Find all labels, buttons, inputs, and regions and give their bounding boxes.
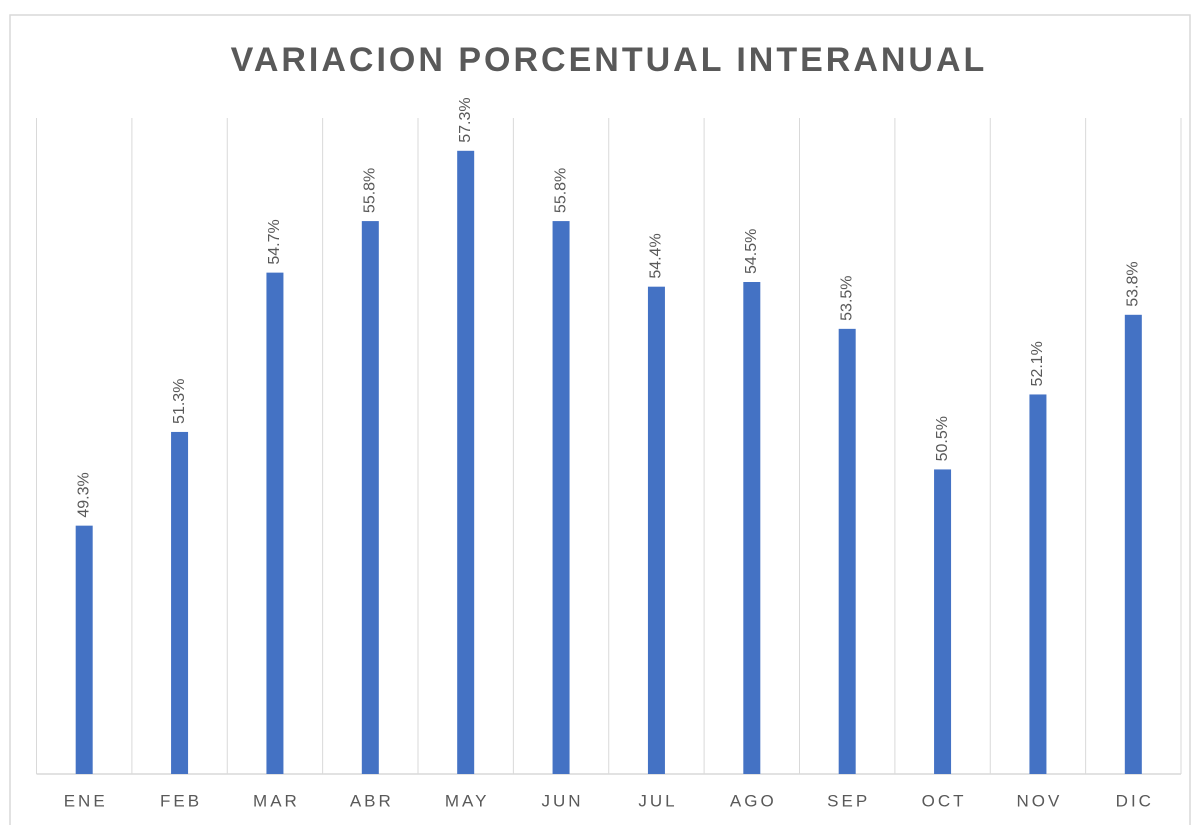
bar (457, 150, 475, 775)
value-label: 49.3% (75, 472, 92, 517)
value-label: 54.7% (266, 219, 283, 264)
bar (838, 328, 856, 774)
x-tick-label: NOV (1017, 791, 1063, 810)
x-tick-label: DIC (1116, 791, 1154, 810)
x-tick-label: MAY (445, 791, 490, 810)
x-tick-label: ABR (350, 791, 394, 810)
value-label: 50.5% (934, 416, 951, 461)
x-tick-label: JUN (542, 791, 584, 810)
bar (266, 272, 284, 774)
value-label: 54.5% (743, 229, 760, 274)
value-label: 53.8% (1125, 261, 1142, 306)
bar (1124, 314, 1142, 774)
chart-border (9, 14, 1191, 825)
bar (934, 469, 952, 774)
bar (647, 286, 665, 774)
x-tick-label: JUL (638, 791, 677, 810)
bar (171, 431, 189, 774)
value-label: 54.4% (648, 233, 665, 278)
bar (1029, 394, 1047, 774)
x-tick-label: FEB (160, 791, 202, 810)
x-tick-label: SEP (827, 791, 870, 810)
x-tick-label: AGO (730, 791, 777, 810)
value-label: 53.5% (838, 275, 855, 320)
x-tick-label: MAR (253, 791, 300, 810)
bar (552, 221, 570, 775)
chart-title: VARIACION PORCENTUAL INTERANUAL (231, 41, 988, 79)
bar (743, 282, 761, 774)
bar (361, 221, 379, 775)
value-label: 55.8% (362, 168, 379, 213)
bar (75, 525, 93, 774)
value-label: 55.8% (552, 168, 569, 213)
value-label: 51.3% (171, 379, 188, 424)
value-label: 57.3% (457, 97, 474, 142)
x-tick-label: ENE (64, 791, 108, 810)
value-label: 52.1% (1029, 341, 1046, 386)
x-tick-label: OCT (922, 791, 967, 810)
